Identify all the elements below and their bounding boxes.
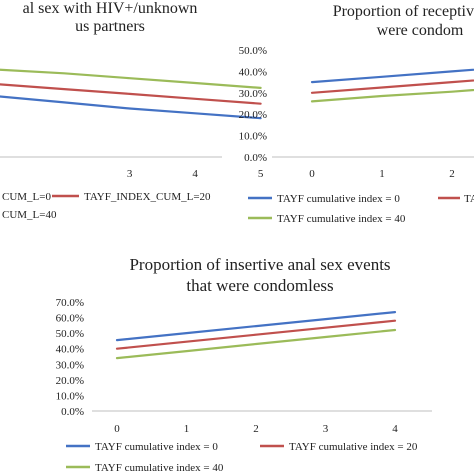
legend-label: TAYF cumulative index = 40 xyxy=(277,213,406,225)
series-line-2 xyxy=(115,319,397,350)
legend-label: CUM_L=40 xyxy=(2,209,57,221)
x-tick-label: 1 xyxy=(184,423,190,435)
legend-label: TAYF cumulative index = 0 xyxy=(277,193,400,205)
legend-label: TAYF cumulative index = 0 xyxy=(95,441,218,453)
x-tick-label: 0 xyxy=(309,168,315,180)
chart-title-line: that were condomless xyxy=(186,276,333,295)
chart-title-line: al sex with HIV+/unknown xyxy=(23,0,198,17)
chart-3: Proportion of insertive anal sex events t… xyxy=(56,255,432,474)
y-tick-label: 50.0% xyxy=(56,328,84,340)
x-tick-label: 3 xyxy=(127,168,133,180)
legend-label: TAYF cumulative index = 40 xyxy=(95,462,224,474)
series-line-1 xyxy=(0,95,262,120)
y-tick-label: 50.0% xyxy=(239,45,267,57)
y-tick-label: 30.0% xyxy=(56,359,84,371)
y-tick-label: 70.0% xyxy=(56,297,84,309)
chart-2: Proportion of receptive ana were condom 0.… xyxy=(239,3,474,225)
series-line-2 xyxy=(0,83,262,105)
series-line-3 xyxy=(115,328,397,360)
y-tick-label: 20.0% xyxy=(56,375,84,387)
x-tick-label: 1 xyxy=(379,168,385,180)
series-line-2 xyxy=(310,79,474,94)
series-line-3 xyxy=(0,68,262,90)
x-tick-label: 4 xyxy=(392,423,398,435)
y-tick-label: 10.0% xyxy=(56,390,84,402)
x-tick-label: 5 xyxy=(258,168,264,180)
chart-title-line: Proportion of receptive ana xyxy=(333,3,474,20)
x-tick-label: 0 xyxy=(114,423,120,435)
x-tick-label: 3 xyxy=(323,423,329,435)
series-line-3 xyxy=(310,88,474,103)
y-tick-label: 10.0% xyxy=(239,131,267,143)
legend-label: CUM_L=0 xyxy=(2,191,51,203)
legend-label: TAYF cumulative index = 20 xyxy=(289,441,418,453)
series-line-1 xyxy=(310,68,474,84)
chart-title-line: were condom xyxy=(377,22,464,39)
chart-title-line: us partners xyxy=(75,18,145,35)
y-tick-label: 20.0% xyxy=(239,109,267,121)
x-tick-label: 2 xyxy=(253,423,259,435)
x-tick-label: 2 xyxy=(449,168,455,180)
legend-label: TA xyxy=(464,193,474,205)
series-line-1 xyxy=(115,311,397,342)
y-tick-label: 30.0% xyxy=(239,88,267,100)
legend-label: TAYF_INDEX_CUM_L=20 xyxy=(84,191,211,203)
y-tick-label: 0.0% xyxy=(61,406,84,418)
y-tick-label: 60.0% xyxy=(56,313,84,325)
x-tick-label: 4 xyxy=(192,168,198,180)
chart-title-line: Proportion of insertive anal sex events xyxy=(129,255,390,274)
y-tick-label: 40.0% xyxy=(239,66,267,78)
y-tick-label: 0.0% xyxy=(244,152,267,164)
y-tick-label: 40.0% xyxy=(56,344,84,356)
